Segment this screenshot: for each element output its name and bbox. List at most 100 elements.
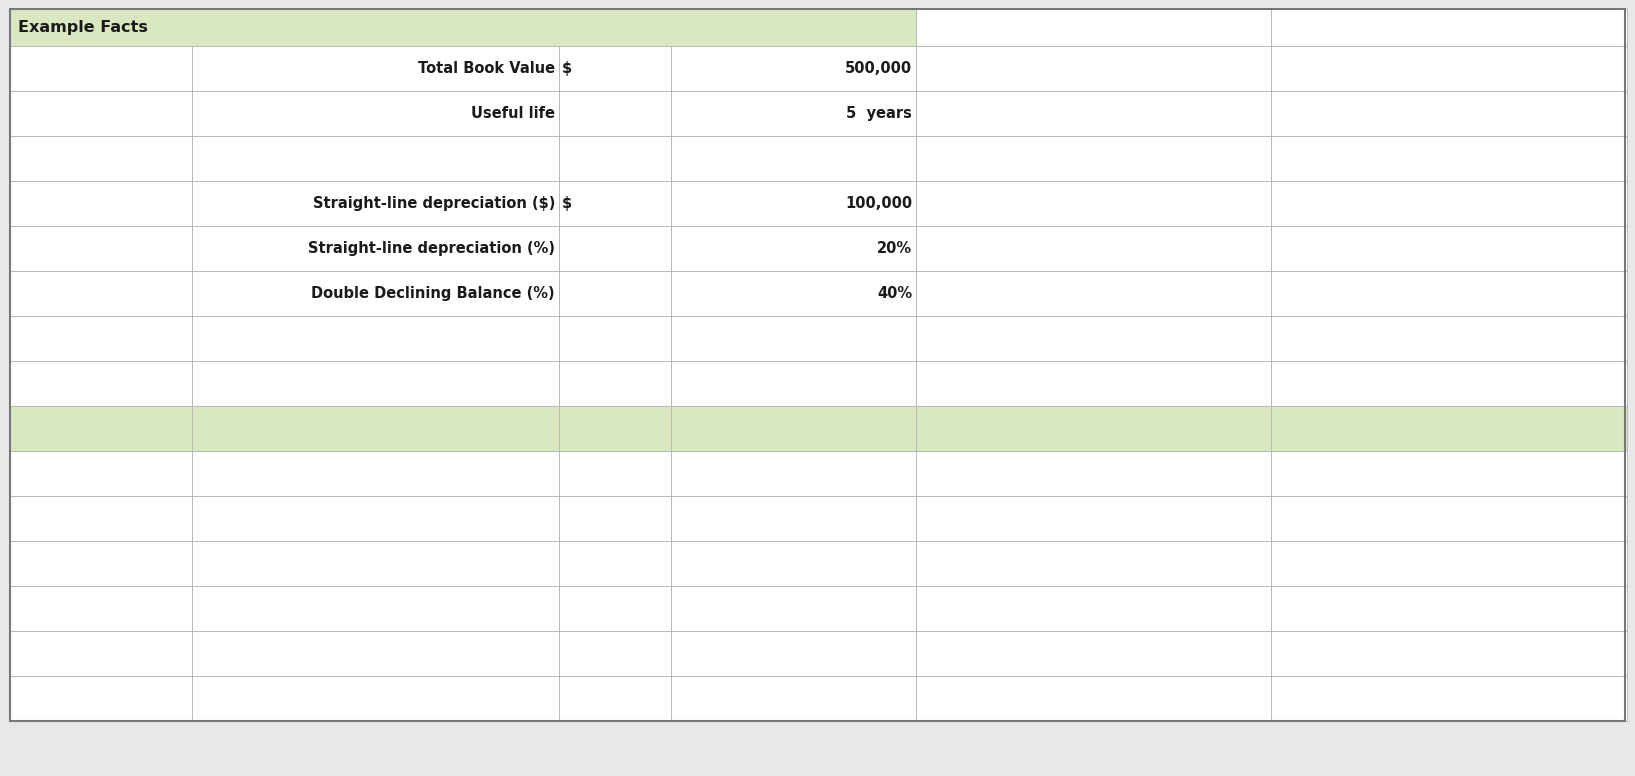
Bar (10, 316, 191, 361)
Bar (670, 676, 916, 721)
Bar (916, 226, 1272, 271)
Bar (916, 181, 1272, 226)
Bar (191, 586, 559, 631)
Bar (191, 361, 559, 406)
Bar (670, 46, 916, 91)
Bar (191, 451, 559, 496)
Bar (916, 361, 1272, 406)
Text: $: $ (562, 61, 572, 76)
Bar (191, 181, 559, 226)
Bar (916, 271, 1272, 316)
Bar (559, 541, 670, 586)
Text: Double Declining Balance (%): Double Declining Balance (%) (311, 286, 554, 301)
Bar (1272, 361, 1627, 406)
Bar (670, 136, 916, 181)
Text: Straight-line depreciation ($): Straight-line depreciation ($) (312, 196, 554, 211)
Bar (10, 226, 191, 271)
Bar (10, 91, 191, 136)
Text: Total Book Value: Total Book Value (419, 61, 554, 76)
Bar (916, 316, 1272, 361)
Bar (559, 136, 670, 181)
Text: Useful life: Useful life (471, 106, 554, 121)
Bar (1272, 181, 1627, 226)
Bar (1272, 451, 1627, 496)
Bar (559, 91, 670, 136)
Bar (191, 136, 559, 181)
Bar (916, 676, 1272, 721)
Bar (670, 406, 916, 451)
Bar (916, 136, 1272, 181)
Bar (916, 631, 1272, 676)
Bar (559, 496, 670, 541)
Bar (191, 226, 559, 271)
Bar (191, 496, 559, 541)
Bar (10, 361, 191, 406)
Bar (670, 451, 916, 496)
Bar (670, 496, 916, 541)
Bar (10, 586, 191, 631)
Bar (670, 316, 916, 361)
Bar (559, 631, 670, 676)
Bar (10, 46, 191, 91)
Text: Example Facts: Example Facts (18, 20, 147, 35)
Bar (1272, 541, 1627, 586)
Bar (10, 676, 191, 721)
Bar (916, 91, 1272, 136)
Bar (10, 136, 191, 181)
Bar (559, 226, 670, 271)
Bar (916, 541, 1272, 586)
Bar (191, 631, 559, 676)
Bar (10, 271, 191, 316)
Text: $: $ (562, 196, 572, 211)
Bar (559, 586, 670, 631)
Text: 20%: 20% (876, 241, 912, 256)
Bar (10, 496, 191, 541)
Bar (191, 541, 559, 586)
Bar (916, 451, 1272, 496)
Text: 5  years: 5 years (847, 106, 912, 121)
Bar (559, 181, 670, 226)
Bar (1272, 226, 1627, 271)
Text: Straight-line depreciation (%): Straight-line depreciation (%) (307, 241, 554, 256)
Bar (1272, 586, 1627, 631)
Bar (670, 631, 916, 676)
Bar (559, 361, 670, 406)
Bar (916, 406, 1272, 451)
Text: 40%: 40% (876, 286, 912, 301)
Bar (10, 406, 191, 451)
Bar (191, 46, 559, 91)
Bar (1272, 271, 1627, 316)
Bar (10, 9, 916, 46)
Bar (1272, 316, 1627, 361)
Bar (191, 91, 559, 136)
Bar (559, 676, 670, 721)
Bar (559, 451, 670, 496)
Bar (670, 361, 916, 406)
Text: 100,000: 100,000 (845, 196, 912, 211)
Bar (1272, 46, 1627, 91)
Bar (916, 496, 1272, 541)
Bar (1272, 406, 1627, 451)
Bar (670, 271, 916, 316)
Bar (191, 316, 559, 361)
Bar (559, 271, 670, 316)
Bar (1272, 676, 1627, 721)
Bar (670, 181, 916, 226)
Bar (916, 586, 1272, 631)
Bar (916, 9, 1272, 46)
Bar (10, 631, 191, 676)
Bar (916, 46, 1272, 91)
Bar (1272, 496, 1627, 541)
Bar (559, 316, 670, 361)
Bar (670, 226, 916, 271)
Bar (670, 541, 916, 586)
Bar (10, 541, 191, 586)
Bar (191, 676, 559, 721)
Bar (1272, 136, 1627, 181)
Bar (559, 46, 670, 91)
Bar (1272, 91, 1627, 136)
Bar (191, 406, 559, 451)
Bar (10, 451, 191, 496)
Text: 500,000: 500,000 (845, 61, 912, 76)
Bar (559, 406, 670, 451)
